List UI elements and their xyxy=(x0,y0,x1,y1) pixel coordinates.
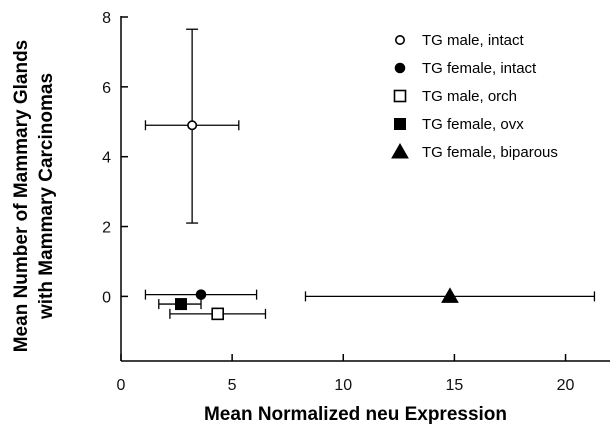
legend-item: TG male, intact xyxy=(394,32,525,49)
data-points xyxy=(144,28,596,321)
legend-marker xyxy=(394,118,406,130)
x-tick-label: 10 xyxy=(334,377,352,394)
data-point-group xyxy=(304,287,596,303)
legend-label: TG male, orch xyxy=(422,88,517,105)
legend-marker xyxy=(391,142,409,159)
legend: TG male, intact TG female, intact TG male,… xyxy=(391,32,558,161)
legend-label: TG female, ovx xyxy=(422,116,524,133)
legend-item: TG female, biparous xyxy=(391,142,558,161)
data-point xyxy=(441,287,459,303)
data-point-group xyxy=(169,307,267,321)
x-tick-label: 15 xyxy=(446,377,464,394)
data-point xyxy=(175,298,188,311)
y-tick-label: 8 xyxy=(102,10,111,27)
legend-label: TG female, intact xyxy=(422,60,537,77)
data-point xyxy=(187,120,198,131)
legend-item: TG female, ovx xyxy=(394,116,524,133)
x-tick-label: 0 xyxy=(117,377,126,394)
y-tick-label: 4 xyxy=(102,150,111,167)
data-point xyxy=(195,289,207,300)
y-tick-label: 2 xyxy=(102,220,111,237)
data-point-group xyxy=(144,28,240,224)
legend-item: TG male, orch xyxy=(393,88,517,105)
x-tick-label: 20 xyxy=(557,377,575,394)
legend-marker xyxy=(394,62,406,74)
legend-marker xyxy=(394,34,405,45)
legend-label: TG female, biparous xyxy=(422,144,558,161)
ticks: 0 2 4 6 8 0 5 10 15 20 xyxy=(102,10,574,394)
y-axis-title-line2: with Mammary Carcinomas xyxy=(36,73,57,320)
legend-marker xyxy=(393,89,407,103)
x-axis-title: Mean Normalized neu Expression xyxy=(204,404,507,425)
y-tick-label: 0 xyxy=(102,289,111,306)
x-tick-label: 5 xyxy=(228,377,237,394)
y-axis-title-line1: Mean Number of Mammary Glands xyxy=(11,40,32,353)
legend-label: TG male, intact xyxy=(422,32,525,49)
data-point-group xyxy=(144,289,258,300)
y-tick-label: 6 xyxy=(102,80,111,97)
data-point-group xyxy=(158,298,202,311)
legend-item: TG female, intact xyxy=(394,60,537,77)
axes xyxy=(120,16,610,362)
data-point xyxy=(211,307,224,321)
